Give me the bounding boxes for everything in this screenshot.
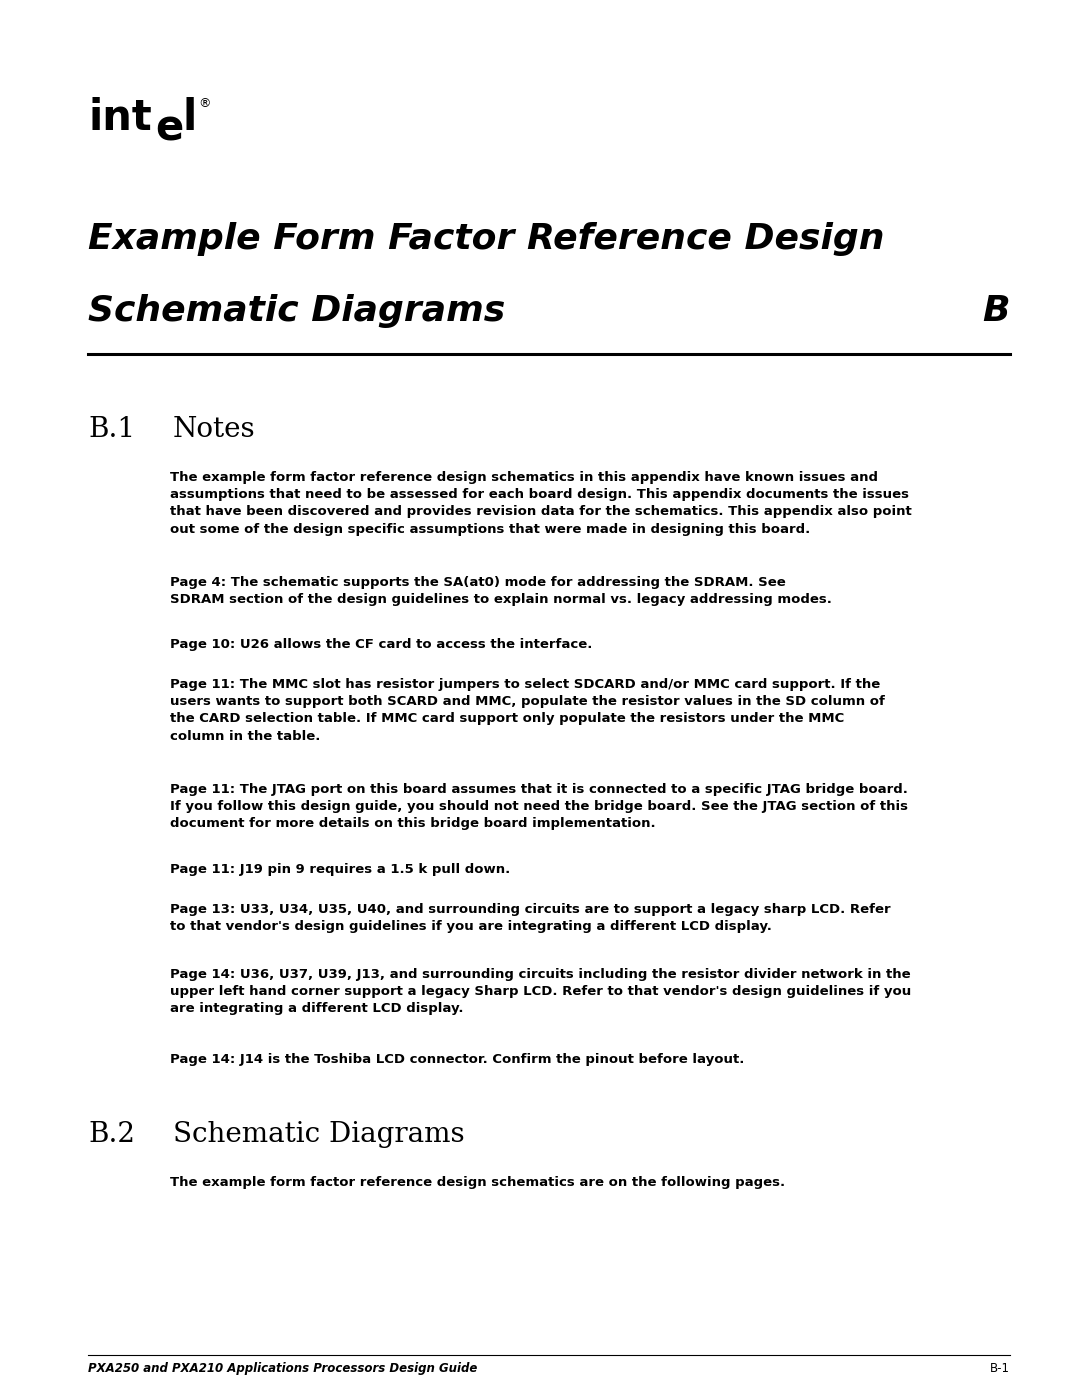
Text: Schematic Diagrams: Schematic Diagrams: [173, 1120, 464, 1148]
Text: PXA250 and PXA210 Applications Processors Design Guide: PXA250 and PXA210 Applications Processor…: [87, 1362, 477, 1375]
Text: B: B: [983, 293, 1010, 328]
Text: Page 11: The MMC slot has resistor jumpers to select SDCARD and/or MMC card supp: Page 11: The MMC slot has resistor jumpe…: [170, 678, 885, 743]
Text: Page 11: The JTAG port on this board assumes that it is connected to a specific : Page 11: The JTAG port on this board ass…: [170, 782, 908, 830]
Text: B-1: B-1: [990, 1362, 1010, 1375]
Text: Page 10: U26 allows the CF card to access the interface.: Page 10: U26 allows the CF card to acces…: [170, 638, 592, 651]
Text: Example Form Factor Reference Design: Example Form Factor Reference Design: [87, 222, 885, 256]
Text: int: int: [87, 96, 152, 138]
Text: Notes: Notes: [173, 416, 256, 443]
Text: Schematic Diagrams: Schematic Diagrams: [87, 293, 505, 328]
Text: ®: ®: [198, 96, 211, 110]
Text: e: e: [156, 108, 184, 149]
Text: Page 13: U33, U34, U35, U40, and surrounding circuits are to support a legacy sh: Page 13: U33, U34, U35, U40, and surroun…: [170, 902, 891, 933]
Text: Page 11: J19 pin 9 requires a 1.5 k pull down.: Page 11: J19 pin 9 requires a 1.5 k pull…: [170, 863, 510, 876]
Text: Page 4: The schematic supports the SA(at0) mode for addressing the SDRAM. See
SD: Page 4: The schematic supports the SA(at…: [170, 576, 832, 606]
Text: The example form factor reference design schematics in this appendix have known : The example form factor reference design…: [170, 471, 912, 535]
Text: B.2: B.2: [87, 1120, 135, 1148]
Text: Page 14: J14 is the Toshiba LCD connector. Confirm the pinout before layout.: Page 14: J14 is the Toshiba LCD connecto…: [170, 1053, 744, 1066]
Text: The example form factor reference design schematics are on the following pages.: The example form factor reference design…: [170, 1176, 785, 1189]
Text: l: l: [183, 96, 198, 138]
Text: Page 14: U36, U37, U39, J13, and surrounding circuits including the resistor div: Page 14: U36, U37, U39, J13, and surroun…: [170, 968, 912, 1016]
Text: B.1: B.1: [87, 416, 135, 443]
